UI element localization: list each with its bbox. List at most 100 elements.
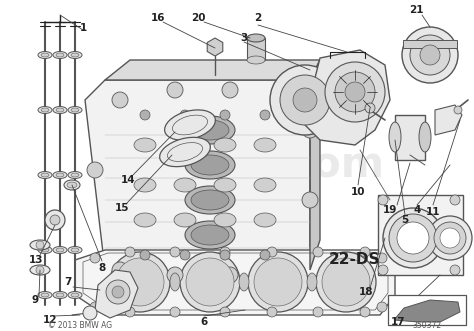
Circle shape: [260, 250, 270, 260]
Bar: [395, 115, 425, 160]
Polygon shape: [394, 300, 460, 322]
Circle shape: [112, 286, 124, 298]
Ellipse shape: [191, 190, 229, 210]
Text: 8: 8: [99, 263, 106, 273]
Circle shape: [106, 280, 130, 304]
Ellipse shape: [160, 137, 210, 167]
Text: 21: 21: [409, 5, 423, 15]
Text: © 2013 BMW AG: © 2013 BMW AG: [48, 321, 112, 330]
Ellipse shape: [67, 182, 77, 188]
Circle shape: [397, 222, 429, 254]
Text: 7: 7: [64, 277, 72, 287]
Circle shape: [280, 75, 330, 125]
Text: 6: 6: [201, 317, 208, 327]
Circle shape: [50, 215, 60, 225]
Ellipse shape: [164, 110, 215, 140]
Circle shape: [360, 247, 370, 257]
Circle shape: [313, 307, 323, 317]
Ellipse shape: [68, 171, 82, 178]
Ellipse shape: [71, 53, 79, 57]
Circle shape: [180, 250, 190, 260]
Circle shape: [420, 45, 440, 65]
Bar: [388, 295, 466, 325]
Circle shape: [186, 258, 234, 306]
Circle shape: [248, 252, 308, 312]
Ellipse shape: [185, 151, 235, 179]
Ellipse shape: [38, 52, 52, 59]
Ellipse shape: [68, 247, 82, 254]
Circle shape: [389, 214, 437, 262]
Ellipse shape: [389, 122, 401, 152]
Text: 17: 17: [391, 317, 405, 327]
Circle shape: [180, 252, 240, 312]
Ellipse shape: [38, 171, 52, 178]
Circle shape: [378, 195, 388, 205]
Circle shape: [378, 265, 388, 275]
Ellipse shape: [30, 240, 50, 250]
Circle shape: [220, 110, 230, 120]
Circle shape: [277, 82, 293, 98]
Circle shape: [112, 262, 128, 278]
Ellipse shape: [71, 293, 79, 297]
Ellipse shape: [71, 108, 79, 112]
Text: 5: 5: [401, 215, 409, 225]
Polygon shape: [95, 270, 138, 318]
Ellipse shape: [214, 138, 236, 152]
Circle shape: [410, 35, 450, 75]
Ellipse shape: [53, 52, 67, 59]
Ellipse shape: [38, 247, 52, 254]
Ellipse shape: [134, 178, 156, 192]
Text: 10: 10: [351, 187, 365, 197]
Circle shape: [90, 253, 100, 263]
Circle shape: [450, 195, 460, 205]
Text: 2: 2: [255, 13, 262, 23]
Circle shape: [365, 103, 375, 113]
Circle shape: [335, 72, 375, 112]
Circle shape: [325, 62, 385, 122]
Ellipse shape: [56, 108, 64, 112]
Text: 20: 20: [191, 13, 205, 23]
Circle shape: [222, 267, 238, 283]
Ellipse shape: [254, 138, 276, 152]
Circle shape: [454, 106, 462, 114]
Ellipse shape: [68, 292, 82, 299]
Ellipse shape: [30, 265, 50, 275]
Circle shape: [293, 88, 317, 112]
Circle shape: [360, 307, 370, 317]
Ellipse shape: [68, 107, 82, 114]
Ellipse shape: [134, 213, 156, 227]
Circle shape: [87, 162, 103, 178]
Text: 15: 15: [115, 203, 129, 213]
Polygon shape: [310, 60, 320, 270]
Bar: [403, 40, 457, 48]
Ellipse shape: [56, 248, 64, 252]
Ellipse shape: [56, 53, 64, 57]
Text: 12: 12: [43, 315, 57, 325]
Circle shape: [267, 247, 277, 257]
Text: 19: 19: [383, 205, 397, 215]
Ellipse shape: [307, 273, 317, 291]
Circle shape: [377, 302, 387, 312]
Circle shape: [116, 258, 164, 306]
Ellipse shape: [68, 52, 82, 59]
Circle shape: [302, 122, 318, 138]
Ellipse shape: [239, 273, 249, 291]
Ellipse shape: [38, 292, 52, 299]
Text: 22-DS: 22-DS: [329, 253, 381, 267]
Circle shape: [220, 247, 230, 257]
Ellipse shape: [185, 221, 235, 249]
Circle shape: [270, 65, 340, 135]
Ellipse shape: [254, 178, 276, 192]
Ellipse shape: [38, 107, 52, 114]
Circle shape: [45, 210, 65, 230]
Circle shape: [36, 241, 44, 249]
Ellipse shape: [41, 53, 49, 57]
Circle shape: [383, 208, 443, 268]
Text: 350372: 350372: [412, 321, 442, 330]
Circle shape: [167, 267, 183, 283]
Polygon shape: [207, 38, 223, 56]
Ellipse shape: [134, 138, 156, 152]
Ellipse shape: [53, 171, 67, 178]
Ellipse shape: [71, 248, 79, 252]
Circle shape: [434, 222, 466, 254]
